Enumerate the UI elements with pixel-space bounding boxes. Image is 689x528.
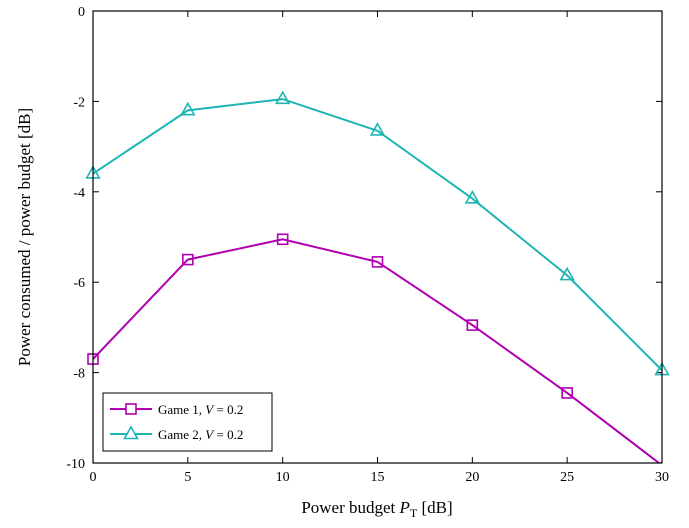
x-axis-title-text: Power budget [301,498,395,517]
markers-layer [85,90,670,399]
plot-frame [92,10,663,464]
data-point-game-1 [182,253,194,266]
legend-entry-game-1: Game 1, V = 0.2 [110,402,243,417]
legend-marker-square [125,403,137,415]
x-tick-label: 5 [184,470,191,485]
x-axis-title: Power budget PT [dB] [301,498,452,520]
x-axis-title-subscript: T [410,506,418,520]
y-axis-title: Power consumed / power budget [dB] [15,108,34,366]
data-point-game-1 [276,233,289,246]
x-tick-label: 10 [276,470,290,485]
legend-entry-game-2: Game 2, V = 0.2 [110,425,243,442]
data-point-game-1 [466,319,479,331]
data-point-game-1 [561,387,573,399]
y-tick-label: -8 [73,367,85,382]
x-tick-label: 30 [655,470,669,485]
data-point-game-2 [559,266,575,281]
x-tick-label: 20 [465,470,479,485]
y-tick-label: -10 [66,457,85,472]
data-point-game-2 [369,122,386,136]
legend-box [102,392,273,452]
legend-label-game-2: Game 2, V = 0.2 [158,427,243,442]
legend-label-game-1: Game 1, V = 0.2 [158,402,243,417]
x-tick-label: 25 [560,470,574,485]
x-axis-title-unit: [dB] [422,498,453,517]
series-line-game-2 [93,98,662,372]
x-axis-title-symbol: P [399,498,410,517]
x-tick-label: 0 [90,470,97,485]
series-line-game-1 [93,238,661,463]
legend: Game 1, V = 0.2 Game 2, V = 0.2 [102,392,273,452]
data-point-game-2 [180,101,196,116]
y-tick-label: -2 [73,95,85,110]
series-layer [93,98,662,463]
x-tick-label: 15 [371,470,385,485]
legend-marker-triangle [123,425,139,440]
y-tick-label: -4 [73,186,85,201]
y-tick-label: -6 [73,276,85,291]
data-point-game-1 [371,256,384,268]
data-point-game-2 [464,189,481,204]
data-point-game-2 [274,90,291,105]
y-tick-label: 0 [78,5,85,20]
